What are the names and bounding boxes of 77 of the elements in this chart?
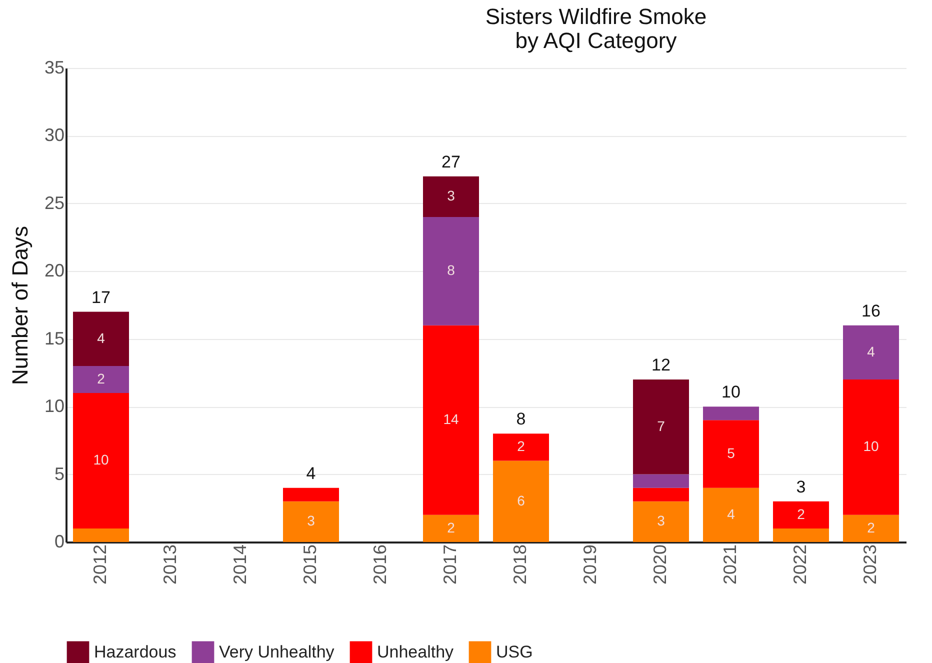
bar [493,434,549,461]
y-axis-title: Number of Days [7,226,32,385]
bar [73,312,129,366]
x-tick-label: 2015 [300,544,320,585]
data-label: 10 [93,452,109,468]
x-tick-label: 2014 [230,544,250,585]
total-label: 3 [796,477,806,496]
data-label: 5 [727,444,736,461]
total-label: 10 [722,382,740,402]
y-tick-label: 10 [44,396,64,416]
data-label: 4 [97,330,106,346]
x-tick-label: 2020 [650,544,670,585]
data-label: 2 [97,370,106,386]
total-label: 16 [862,301,880,320]
bar [703,488,759,542]
total-label: 12 [652,355,670,374]
data-label: 2 [447,519,456,536]
data-label: 2 [867,519,876,536]
data-label: 8 [447,262,456,278]
data-label: 10 [863,438,879,454]
bar [633,379,689,474]
bar [73,393,129,528]
total-label: 17 [92,288,110,307]
bar [633,488,689,502]
y-tick-label: 35 [44,58,64,78]
y-tick-label: 5 [54,464,64,484]
data-label: 4 [727,506,736,522]
x-tick-label: 2012 [90,544,110,585]
bar [493,460,549,542]
data-label: 4 [867,343,876,360]
y-tick-label: 25 [44,192,64,213]
x-tick-label: 2021 [720,544,740,585]
x-tick-label: 2018 [510,544,530,585]
x-tick-label: 2017 [440,544,460,585]
bar [773,528,829,542]
bar [843,514,899,542]
x-tick-label: 2016 [370,544,390,585]
y-tick-label: 0 [54,532,64,552]
bar [633,474,689,488]
bar [843,379,899,515]
total-label: 4 [306,464,316,483]
bar [773,501,829,528]
bar [73,528,129,542]
x-tick-label: 2019 [580,544,600,585]
legend-label: USG [496,642,533,662]
data-label: 3 [307,512,316,529]
data-label: 14 [443,411,459,428]
bar [843,325,899,380]
bar [283,501,339,542]
bar [423,216,479,326]
data-label: 2 [797,506,806,522]
bar [283,488,339,502]
y-tick-label: 15 [44,328,64,348]
bar [633,501,689,542]
data-label: 7 [657,418,666,434]
data-label: 3 [447,188,456,204]
y-tick-label: 20 [44,260,64,281]
y-tick-label: 30 [44,125,64,146]
bar [703,420,759,488]
legend-label: Unhealthy [377,642,454,662]
bar [73,366,129,394]
text: Sisters Wildfire Smoke [485,4,707,29]
bar [423,176,479,217]
legend-label: Hazardous [94,642,176,662]
x-tick-label: 2013 [160,544,180,585]
total-label: 8 [516,410,526,429]
x-tick-label: 2023 [860,544,880,585]
bar [423,325,479,515]
data-label: 3 [657,512,666,529]
x-tick-label: 2022 [790,544,810,585]
data-label: 2 [517,438,526,454]
text: by AQI Category [515,28,677,53]
total-label: 27 [442,152,460,172]
bar [423,514,479,542]
bar [703,406,759,420]
data-label: 6 [517,492,526,508]
legend-label: Very Unhealthy [219,642,335,662]
